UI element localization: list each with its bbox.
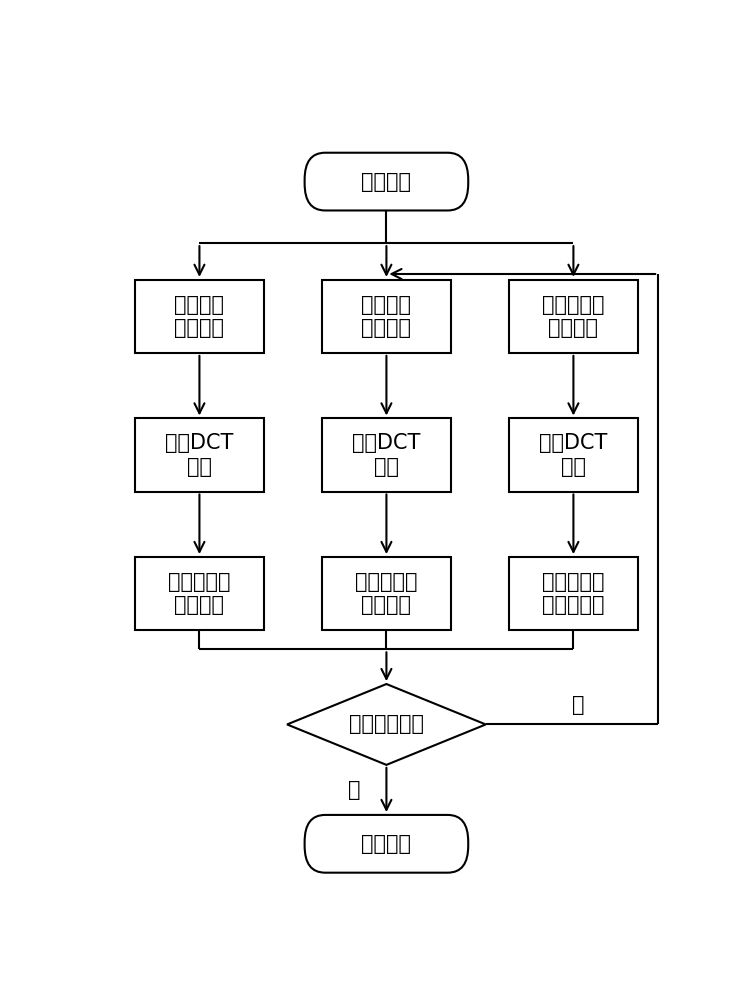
Text: 提取DCT
系数: 提取DCT 系数 xyxy=(165,433,234,477)
FancyBboxPatch shape xyxy=(135,280,264,353)
Text: 训练开始: 训练开始 xyxy=(361,172,412,192)
Text: 提取DCT
系数: 提取DCT 系数 xyxy=(352,433,421,477)
Text: 否: 否 xyxy=(572,695,584,715)
Text: 训练假体指
静脉特征库: 训练假体指 静脉特征库 xyxy=(542,572,605,615)
FancyBboxPatch shape xyxy=(135,557,264,630)
Text: 采集假体
指纹图像: 采集假体 指纹图像 xyxy=(361,295,412,338)
FancyBboxPatch shape xyxy=(509,280,638,353)
Text: 训练假体指
纹特征库: 训练假体指 纹特征库 xyxy=(355,572,418,615)
Text: 训练是否结束: 训练是否结束 xyxy=(349,714,424,734)
Text: 是: 是 xyxy=(348,780,360,800)
Text: 训练结束: 训练结束 xyxy=(361,834,412,854)
Polygon shape xyxy=(287,684,486,765)
Text: 采集假体
人脸图像: 采集假体 人脸图像 xyxy=(174,295,225,338)
FancyBboxPatch shape xyxy=(322,557,451,630)
Text: 采集假体指
静脉图像: 采集假体指 静脉图像 xyxy=(542,295,605,338)
FancyBboxPatch shape xyxy=(305,815,468,873)
FancyBboxPatch shape xyxy=(509,418,638,492)
FancyBboxPatch shape xyxy=(322,418,451,492)
FancyBboxPatch shape xyxy=(322,280,451,353)
FancyBboxPatch shape xyxy=(509,557,638,630)
Text: 提取DCT
系数: 提取DCT 系数 xyxy=(539,433,608,477)
Text: 训练假体人
脸特征库: 训练假体人 脸特征库 xyxy=(168,572,231,615)
FancyBboxPatch shape xyxy=(305,153,468,210)
FancyBboxPatch shape xyxy=(135,418,264,492)
